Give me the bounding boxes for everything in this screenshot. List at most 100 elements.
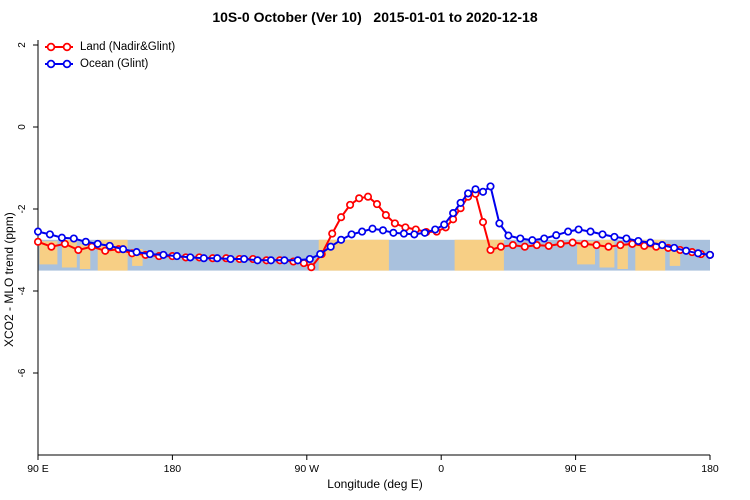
land-series-point [74, 245, 83, 255]
y-tick-label: 2 [17, 42, 28, 48]
ocean-series-point [186, 253, 195, 262]
x-axis-title: Longitude (deg E) [327, 477, 423, 491]
x-tick-label: 90 E [27, 463, 49, 475]
ocean-series-point [159, 250, 168, 259]
land-series-point [532, 241, 541, 250]
land-series-point [372, 200, 382, 209]
ocean-series-point [528, 236, 537, 245]
map-land-patch [454, 239, 504, 271]
ocean-series-point [456, 198, 465, 207]
ocean-series-point [33, 227, 43, 236]
ocean-series-point [368, 224, 377, 233]
ocean-series-point [226, 254, 235, 264]
ocean-series-point [358, 227, 367, 236]
ocean-series-point [132, 248, 141, 257]
map-land-patch [577, 241, 595, 265]
ocean-series-point [516, 234, 525, 243]
land-series-point [346, 200, 355, 209]
ocean-series-point [610, 232, 619, 241]
land-series-point [101, 246, 110, 255]
legend-item-land: Land (Nadir&Glint) [44, 38, 175, 55]
ocean-series-point [45, 230, 54, 239]
ocean-series-point [431, 225, 440, 234]
land-series-point [60, 239, 69, 248]
legend-label-ocean: Ocean (Glint) [80, 57, 149, 70]
land-series-point [328, 229, 337, 238]
land-series-point [580, 239, 589, 248]
ocean-series-point [57, 233, 66, 242]
land-series-point [33, 237, 43, 246]
land-series-point [616, 241, 625, 250]
ocean-series-point [213, 254, 222, 263]
ocean-series-point [199, 254, 208, 263]
land-series-point [556, 239, 565, 248]
ocean-series-point [420, 228, 429, 237]
land-series-point [520, 242, 529, 251]
y-tick-label: -4 [17, 286, 28, 295]
legend-label-land: Land (Nadir&Glint) [80, 40, 176, 53]
ocean-series-point [119, 245, 128, 254]
land-series-point [381, 211, 390, 220]
land-series-point [496, 242, 505, 251]
ocean-series-point [495, 219, 504, 228]
land-series-point [363, 192, 373, 201]
ocean-series-point [646, 238, 655, 247]
ocean-series-point [598, 230, 607, 239]
ocean-series-point [564, 227, 573, 236]
ocean-series-point [172, 252, 181, 261]
ocean-series-point [69, 234, 78, 243]
ocean-series-point [326, 242, 335, 251]
ocean-series-point [93, 239, 102, 248]
ocean-series-point [670, 243, 679, 252]
x-tick-label: 180 [164, 463, 182, 475]
land-series-point [508, 241, 517, 250]
ocean-series-point [240, 254, 249, 264]
ocean-series-point [622, 234, 631, 243]
ocean-series-point [440, 220, 449, 229]
land-marker-circle [62, 42, 72, 51]
ocean-series-point [105, 241, 114, 250]
land-series-point [390, 219, 399, 228]
land-series-marker-icon [45, 42, 73, 51]
map-land-patch [132, 249, 143, 266]
ocean-series-point [540, 234, 549, 243]
ocean-series-point [471, 185, 480, 194]
ocean-series-point [552, 231, 561, 240]
ocean-series-point [634, 236, 643, 246]
ocean-series-point [658, 241, 667, 250]
land-series-point [544, 241, 553, 250]
ocean-series-point [81, 237, 90, 246]
map-land-patch [79, 244, 91, 269]
y-tick-label: -6 [17, 368, 28, 377]
legend-item-ocean: Ocean (Glint) [44, 55, 175, 72]
chart-title: 10S-0 October (Ver 10) 2015-01-01 to 202… [212, 9, 538, 25]
ocean-series-point [145, 250, 155, 259]
ocean-series-point [705, 250, 715, 259]
ocean-marker-circle [62, 59, 72, 68]
ocean-series-point [253, 256, 262, 265]
land-series-point [478, 218, 488, 227]
ocean-series-point [486, 182, 495, 191]
ocean-series-point [337, 235, 346, 244]
land-series-point [568, 238, 577, 247]
land-series-point [604, 242, 613, 251]
ocean-series-point [378, 226, 388, 235]
ocean-series-point [399, 229, 408, 238]
ocean-series-marker-icon [45, 59, 73, 68]
ocean-series-point [682, 246, 691, 255]
land-series-point [355, 194, 364, 203]
land-marker-circle [46, 42, 56, 51]
ocean-series-point [347, 230, 356, 239]
ocean-series-point [464, 189, 473, 198]
ocean-series-point [586, 227, 595, 236]
land-series-point [47, 242, 56, 251]
legend: Land (Nadir&Glint) Ocean (Glint) [44, 38, 175, 72]
ocean-series-point [389, 228, 398, 237]
map-land-patch [617, 244, 628, 269]
land-series-point [307, 263, 316, 272]
ocean-marker-circle [46, 59, 56, 68]
x-tick-label: 180 [701, 463, 719, 475]
ocean-series-point [280, 256, 289, 265]
map-land-patch [669, 249, 681, 266]
